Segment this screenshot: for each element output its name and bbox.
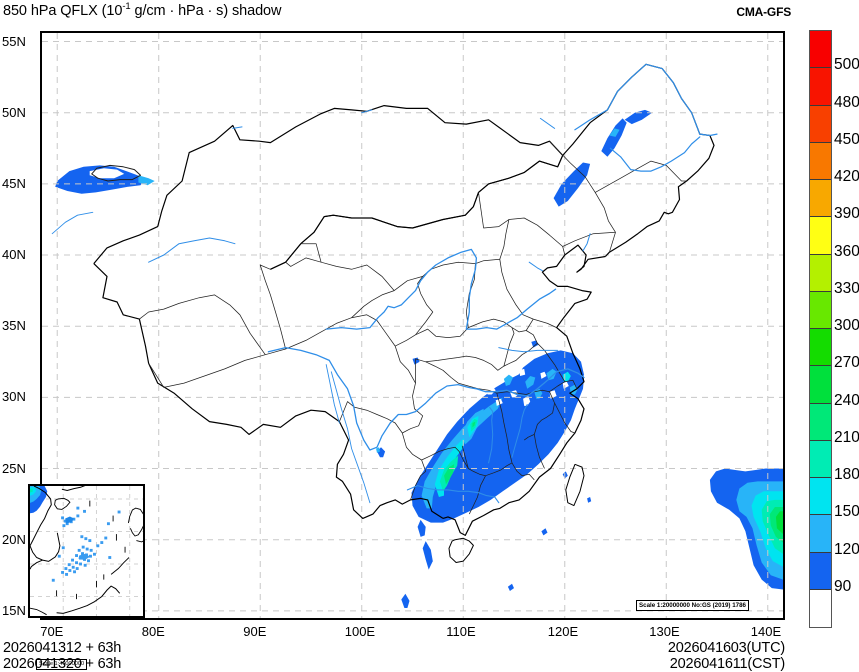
colorbar [809,30,832,628]
footer-valid-time-cst: 2026041611(CST) [669,656,785,672]
colorbar-cell [810,142,831,180]
y-axis-label: 55N [2,33,26,49]
colorbar-tick-label: 240 [834,391,859,409]
colorbar-tick-label: 500 [834,56,859,74]
title-suffix: g/cm · hPa · s) shadow [130,2,282,19]
x-axis-label: 90E [243,624,267,639]
colorbar-cell [810,329,831,367]
x-axis-label: 110E [446,624,476,639]
colorbar-cell [810,291,831,329]
y-axis-label: 20N [2,531,26,547]
x-axis-label: 120E [547,624,579,639]
colorbar-cell [810,254,831,292]
title-superscript: -1 [122,1,131,12]
inset-coastlines [30,486,143,616]
colorbar-cell [810,366,831,404]
colorbar-cell [810,217,831,255]
y-axis-label: 50N [2,104,26,120]
colorbar-cell [810,440,831,478]
colorbar-tick-label: 420 [834,168,859,185]
y-axis-label: 25N [2,460,26,476]
qflx-shading [55,109,783,608]
coastlines-and-borders [93,63,715,563]
colorbar-cell [810,589,831,627]
colorbar-cell [810,478,831,516]
y-axis-label: 30N [2,389,26,405]
colorbar-tick-label: 450 [834,130,859,148]
colorbar-cell [810,68,831,106]
y-axis-label: 15N [2,602,26,618]
x-axis-label: 140E [750,624,782,639]
x-axis-label: 100E [344,624,376,639]
colorbar-tick-label: 120 [834,540,859,558]
colorbar-cell [810,180,831,218]
footer-init-time-utc: 2026041312 + 63h [3,640,122,656]
y-axis-label: 40N [2,247,26,263]
y-axis-label: 45N [2,175,26,191]
inset-gridlines [30,486,143,616]
x-axis-label: 130E [649,624,680,639]
map-frame [40,31,785,620]
colorbar-tick-label: 390 [834,205,859,223]
colorbar-tick-label: 150 [834,503,859,521]
colorbar-tick-label: 300 [834,317,859,334]
colorbar-cell [810,552,831,590]
colorbar-tick-label: 480 [834,93,859,111]
inset-map-south-china-sea [28,484,145,618]
map-canvas [42,33,783,618]
map-gridlines [42,33,783,618]
colorbar-tick-label: 360 [834,242,859,260]
colorbar-tick-label: 330 [834,279,859,297]
title-prefix: 850 hPa QFLX (10 [3,2,123,19]
rivers [51,63,718,504]
colorbar-cell [810,403,831,441]
footer-init-time-cst: 2026041320 + 63h [3,656,122,672]
colorbar-tick-label: 90 [834,577,852,595]
footer-valid-time-utc: 2026041603(UTC) [667,640,785,656]
colorbar-tick-label: 180 [834,466,859,483]
model-label: CMA-GFS [736,5,791,19]
colorbar-cell [810,515,831,553]
colorbar-tick-label: 270 [834,354,859,372]
page-title: 850 hPa QFLX (10-1 g/cm · hPa · s) shado… [3,1,281,19]
inset-scale-label: Scale 1:40000000 [36,659,88,670]
colorbar-cell [810,31,831,69]
colorbar-tick-label: 210 [834,428,859,446]
inset-qflx-shading [30,486,121,582]
colorbar-cell [810,105,831,143]
map-scale-label: Scale 1:20000000 No:GS (2019) 1786 [636,600,749,611]
x-axis-label: 80E [141,624,165,639]
x-axis-label: 70E [40,624,64,639]
y-axis-label: 35N [2,318,26,334]
